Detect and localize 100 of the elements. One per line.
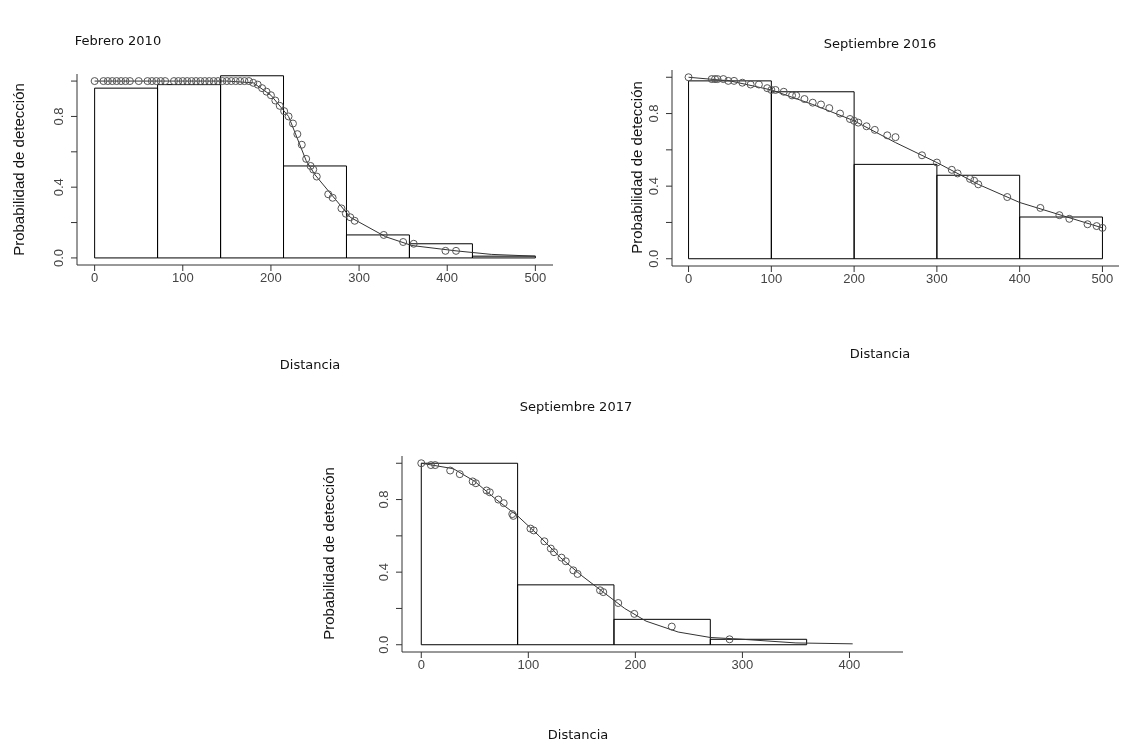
point — [1003, 193, 1012, 202]
point — [306, 161, 315, 170]
point — [596, 586, 605, 595]
point — [825, 104, 834, 113]
point — [209, 77, 218, 86]
point — [788, 91, 797, 100]
y-axis-title: Probabilidad de detección — [9, 81, 27, 258]
point — [974, 180, 983, 189]
point — [754, 80, 763, 89]
y-tick-label: 0.4 — [376, 563, 391, 582]
point — [218, 77, 227, 86]
point — [192, 77, 200, 86]
point — [932, 158, 941, 167]
point — [125, 77, 134, 86]
point — [738, 78, 747, 87]
point — [379, 230, 388, 239]
point — [526, 524, 535, 533]
point — [346, 213, 355, 222]
point — [244, 77, 253, 86]
x-axis-title: Distancia — [278, 357, 342, 372]
point — [108, 77, 117, 86]
point — [280, 107, 289, 116]
point — [953, 169, 962, 178]
point — [446, 466, 455, 475]
x-tick-label: 400 — [1008, 271, 1031, 287]
point — [249, 78, 258, 87]
point — [667, 622, 676, 631]
point — [499, 499, 508, 508]
point — [800, 95, 809, 104]
point — [850, 116, 859, 125]
chart-title: Septiembre 2017 — [518, 399, 634, 414]
point — [112, 77, 121, 86]
point — [324, 190, 333, 199]
point — [452, 246, 461, 255]
x-tick-label: 0 — [417, 657, 425, 673]
point — [1055, 211, 1064, 220]
point — [845, 115, 854, 123]
point — [947, 165, 956, 174]
point — [485, 488, 494, 497]
point — [767, 85, 776, 94]
point — [1083, 220, 1092, 229]
point — [117, 77, 126, 86]
point — [284, 112, 293, 121]
point — [494, 495, 503, 504]
point — [288, 119, 297, 128]
y-axis-title: Probabilidad de detección — [319, 466, 337, 642]
point — [200, 77, 209, 86]
point — [862, 122, 871, 131]
y-axis-title: Probabilidad de detección — [627, 80, 645, 256]
x-axis-title: Distancia — [546, 727, 610, 742]
point — [231, 77, 240, 86]
point — [1098, 223, 1107, 232]
point — [409, 239, 418, 248]
point — [426, 461, 435, 470]
point — [99, 77, 108, 86]
point — [561, 557, 570, 566]
point — [147, 77, 156, 86]
point — [614, 599, 623, 607]
point — [763, 84, 772, 93]
point — [630, 609, 639, 618]
y-tick-label: 0.4 — [51, 178, 66, 197]
point — [222, 77, 231, 86]
point — [309, 165, 318, 174]
y-tick-label: 0.8 — [376, 490, 391, 509]
point — [328, 193, 337, 202]
x-tick-label: 200 — [843, 271, 865, 287]
point — [468, 477, 477, 486]
point — [546, 544, 555, 553]
point — [161, 77, 170, 86]
point — [275, 101, 284, 110]
point — [297, 140, 306, 149]
point — [152, 77, 161, 86]
x-axis-title: Distancia — [848, 346, 912, 361]
point — [870, 125, 879, 134]
point — [214, 77, 223, 86]
point — [540, 537, 549, 546]
point — [258, 84, 267, 93]
point — [169, 77, 178, 86]
point — [891, 133, 900, 142]
x-tick-label: 100 — [517, 657, 540, 673]
point — [399, 238, 408, 247]
point — [236, 77, 245, 86]
point — [719, 75, 728, 84]
point — [836, 109, 845, 118]
point — [253, 80, 262, 89]
x-tick-label: 300 — [731, 657, 754, 673]
point — [573, 569, 582, 578]
point — [293, 130, 302, 139]
point — [966, 174, 974, 183]
point — [529, 526, 538, 535]
point — [883, 131, 892, 140]
point — [724, 76, 733, 85]
chart-title: Febrero 2010 — [73, 33, 163, 48]
x-tick-label: 100 — [171, 270, 194, 286]
point — [187, 77, 196, 86]
y-tick-label: 0.0 — [646, 249, 661, 268]
y-tick-label: 0.8 — [646, 104, 661, 123]
point — [917, 151, 926, 160]
point — [227, 77, 236, 86]
point — [337, 204, 346, 213]
